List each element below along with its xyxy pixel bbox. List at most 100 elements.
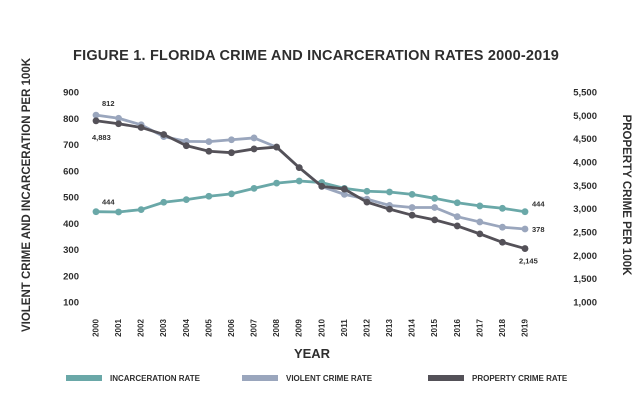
left-tick-label: 500 (63, 193, 79, 204)
x-axis-label: YEAR (294, 346, 331, 361)
data-point (92, 208, 100, 216)
data-point (521, 245, 529, 252)
right-tick-label: 2,000 (573, 251, 597, 262)
data-point (431, 204, 439, 211)
x-tick-label: 2017 (475, 319, 484, 337)
right-tick-label: 5,000 (573, 111, 597, 122)
data-point (476, 218, 484, 226)
left-axis-ticks: 100 200 300 400 500 600 700 800 900 (63, 88, 79, 309)
data-point (137, 206, 145, 214)
data-label: 444 (102, 198, 115, 207)
x-tick-label: 2004 (182, 319, 191, 337)
series-line (94, 179, 527, 214)
data-point (205, 147, 213, 155)
data-point (273, 179, 281, 187)
data-point (408, 204, 416, 211)
left-axis-label: VIOLENT CRIME AND INCARCERATION PER 100K (21, 57, 33, 332)
data-point (476, 202, 484, 210)
data-point (205, 192, 213, 200)
data-point (228, 136, 235, 144)
x-tick-label: 2016 (453, 319, 462, 337)
right-tick-label: 4,000 (573, 158, 597, 169)
legend-swatch (242, 375, 278, 381)
chart-title: FIGURE 1. FLORIDA CRIME AND INCARCERATIO… (73, 48, 559, 64)
right-axis-label: PROPERTY CRIME PER 100K (620, 115, 632, 277)
data-point (115, 120, 122, 128)
data-point (453, 199, 461, 207)
legend: INCARCERATION RATE VIOLENT CRIME RATE PROP… (66, 374, 568, 383)
x-tick-label: 2005 (204, 319, 213, 337)
annotation-layer: 812 4,883 444 444 378 2,145 (92, 99, 545, 265)
x-tick-label: 2018 (498, 319, 507, 337)
data-point (228, 149, 235, 157)
data-point (453, 222, 461, 230)
data-point (92, 111, 100, 119)
data-point (273, 143, 281, 151)
data-label: 444 (532, 200, 545, 209)
data-point (250, 145, 258, 153)
data-point (250, 134, 258, 142)
x-tick-label: 2011 (340, 319, 349, 337)
left-tick-label: 700 (63, 140, 79, 151)
data-point (408, 211, 416, 219)
data-point (499, 238, 506, 246)
data-point (205, 138, 213, 146)
x-tick-label: 2014 (408, 319, 417, 337)
x-tick-label: 2010 (317, 319, 326, 337)
data-label: 4,883 (92, 133, 111, 142)
data-point (499, 223, 506, 231)
data-point (340, 190, 348, 198)
x-tick-label: 2013 (385, 319, 394, 337)
legend-swatch (66, 375, 102, 381)
data-point (340, 185, 348, 193)
legend-swatch (428, 375, 464, 381)
data-point (228, 190, 235, 198)
data-point (137, 124, 145, 131)
data-point (160, 198, 168, 206)
left-tick-label: 800 (63, 114, 79, 125)
data-label: 378 (532, 225, 545, 234)
right-tick-label: 3,500 (573, 181, 597, 192)
x-tick-label: 2006 (227, 319, 236, 337)
data-point (499, 204, 506, 212)
data-point (363, 198, 371, 206)
x-tick-label: 2003 (159, 319, 168, 337)
legend-label: VIOLENT CRIME RATE (286, 374, 373, 383)
data-point (92, 117, 100, 125)
left-tick-label: 900 (63, 88, 79, 99)
left-tick-label: 400 (63, 219, 79, 230)
right-tick-label: 3,000 (573, 204, 597, 215)
data-label: 2,145 (519, 257, 538, 266)
legend-label: INCARCERATION RATE (110, 374, 201, 383)
x-tick-label: 2001 (114, 319, 123, 337)
left-tick-label: 200 (63, 271, 79, 282)
data-point (250, 184, 258, 192)
data-point (160, 131, 168, 138)
data-point (295, 164, 303, 172)
right-tick-label: 1,000 (573, 298, 597, 309)
right-tick-label: 1,500 (573, 274, 597, 285)
x-tick-label: 2002 (137, 319, 146, 337)
data-point (431, 194, 439, 202)
x-tick-label: 2019 (521, 319, 530, 337)
data-point (386, 188, 393, 196)
x-tick-label: 2007 (250, 319, 259, 337)
data-point (431, 216, 439, 224)
data-point (386, 205, 393, 213)
data-point (476, 230, 484, 238)
series-layer (92, 111, 529, 252)
x-tick-label: 2009 (295, 319, 304, 337)
data-point (408, 190, 416, 198)
left-tick-label: 600 (63, 166, 79, 177)
data-point (295, 177, 303, 185)
x-tick-label: 2012 (362, 319, 371, 337)
data-point (115, 208, 122, 216)
right-tick-label: 5,500 (573, 88, 597, 99)
right-axis-ticks: 1,000 1,500 2,000 2,500 3,000 3,500 4,000 4,500… (573, 88, 597, 309)
series-line (94, 119, 527, 250)
data-point (521, 225, 529, 233)
right-tick-label: 2,500 (573, 228, 597, 239)
left-tick-label: 100 (63, 298, 79, 309)
